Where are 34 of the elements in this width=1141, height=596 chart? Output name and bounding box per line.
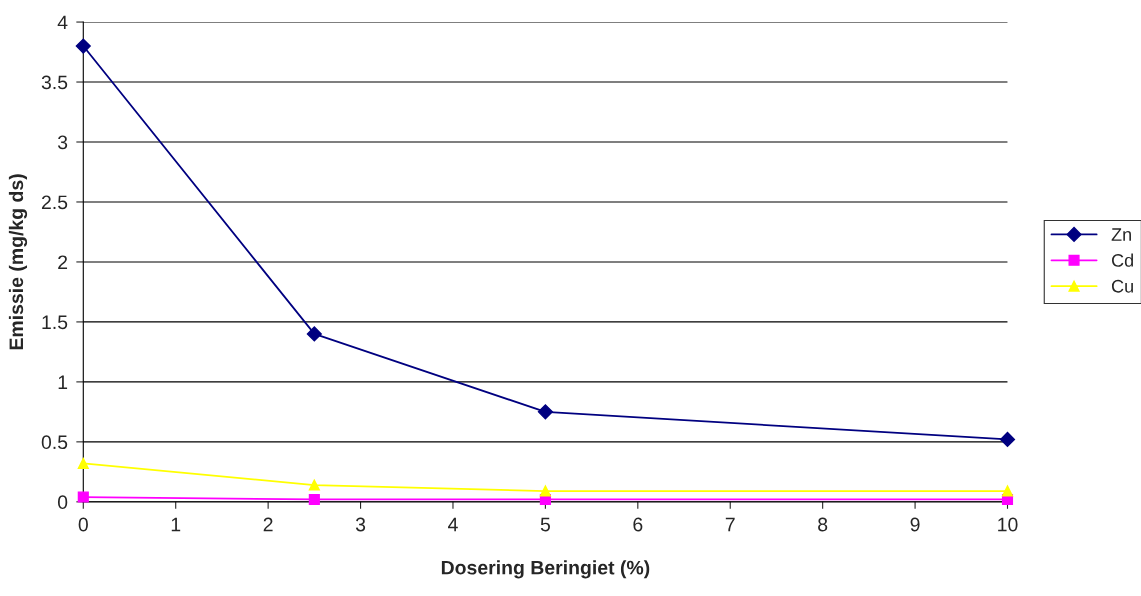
point — [308, 493, 320, 505]
y-axis-title: Emissie (mg/kg ds) — [8, 174, 28, 350]
y-tick-label: 0.5 — [41, 435, 68, 450]
y-tick-label: 3.5 — [41, 75, 68, 90]
x-tick-label: 1 — [171, 517, 181, 532]
x-tick-label: 10 — [998, 517, 1018, 532]
x-tick-label: 3 — [355, 517, 366, 532]
legend-label: Zn — [1111, 228, 1131, 241]
legend-label: Cu — [1111, 279, 1133, 293]
point — [306, 326, 322, 342]
point — [539, 485, 551, 497]
x-tick-label: 0 — [78, 517, 88, 532]
point — [999, 431, 1016, 448]
x-axis-title: Dosering Beringiet (%) — [441, 560, 650, 579]
x-tick-label: 4 — [448, 517, 458, 532]
y-tick-label: 2 — [58, 255, 68, 269]
x-tick-label: 5 — [540, 517, 550, 532]
y-tick-label: 3 — [57, 135, 68, 150]
legend-label: Cd — [1111, 253, 1133, 267]
x-tick-label: 8 — [818, 517, 828, 532]
point — [537, 404, 553, 420]
point — [75, 38, 91, 54]
point — [1001, 485, 1014, 497]
point — [308, 479, 320, 491]
y-tick-label: 1 — [58, 375, 68, 389]
x-tick-label: 6 — [633, 517, 643, 532]
x-tick-label: 7 — [725, 517, 735, 532]
y-tick-label: 4 — [57, 15, 68, 30]
y-tick-label: 1.5 — [42, 315, 68, 330]
y-tick-label: 0 — [57, 495, 68, 510]
x-tick-label: 2 — [263, 517, 273, 532]
y-tick-label: 2.5 — [41, 195, 68, 210]
point — [77, 457, 89, 470]
x-tick-label: 9 — [910, 517, 920, 532]
